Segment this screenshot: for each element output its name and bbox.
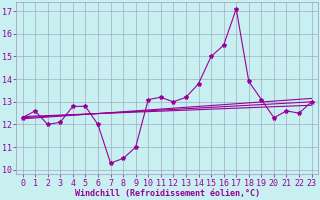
X-axis label: Windchill (Refroidissement éolien,°C): Windchill (Refroidissement éolien,°C) <box>75 189 260 198</box>
